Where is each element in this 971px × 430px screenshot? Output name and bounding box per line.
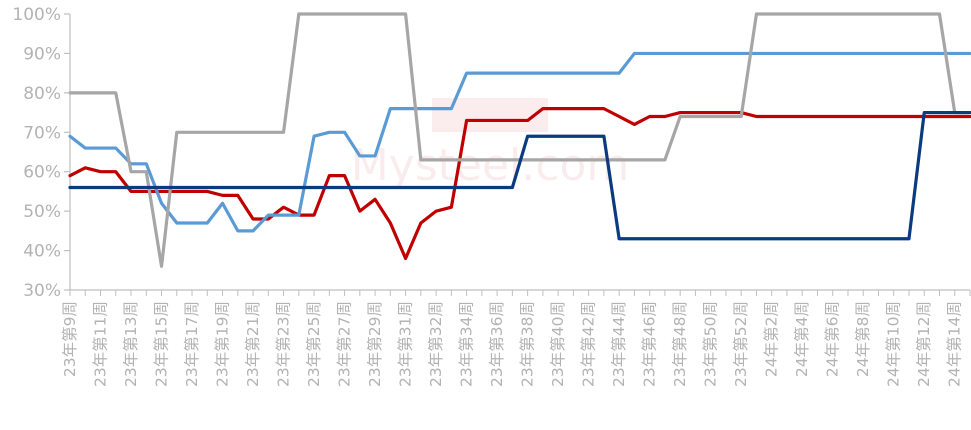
watermark-logo-block: [432, 98, 548, 132]
x-tick-label: 24年第2周: [763, 301, 781, 377]
x-tick-label: 24年第12周: [915, 301, 933, 387]
x-axis-ticks: 23年第9周 23年第11周 23年第13周 23年第15周 23年第17周 23年第19…: [61, 290, 971, 387]
y-axis-ticks: 30% 40% 50% 60% 70% 80% 90% 100%: [12, 5, 70, 301]
y-tick-label: 40%: [23, 242, 61, 262]
x-tick-label: 24年第4周: [793, 301, 811, 377]
x-tick-label: 23年第36周: [488, 301, 506, 387]
x-tick-label: 23年第21周: [244, 301, 262, 387]
x-tick-label: 23年第38周: [519, 301, 537, 387]
x-tick-label: 24年第8周: [854, 301, 872, 377]
x-tick-label: 23年第44周: [610, 301, 628, 387]
x-tick-label: 23年第23周: [275, 301, 293, 387]
watermark: Mysteel.com: [351, 98, 630, 191]
x-tick-label: 23年第17周: [183, 301, 201, 387]
watermark-text: Mysteel.com: [351, 140, 630, 191]
x-tick-label: 23年第48周: [671, 301, 689, 387]
x-tick-label: 23年第42周: [580, 301, 598, 387]
series-line-2: [68, 51, 971, 233]
x-tick-label: 23年第34周: [458, 301, 476, 387]
y-tick-label: 90%: [23, 44, 61, 64]
x-tick-label: 23年第25周: [305, 301, 323, 387]
y-tick-label: 70%: [23, 123, 61, 143]
x-tick-label: 23年第46周: [641, 301, 659, 387]
x-tick-label: 23年第52周: [732, 301, 750, 387]
x-tick-label: 23年第15周: [153, 301, 171, 387]
series-line-1: [68, 107, 971, 261]
x-tick-label: 23年第27周: [336, 301, 354, 387]
x-tick-label: 23年第40周: [549, 301, 567, 387]
x-tick-label: 24年第14周: [946, 301, 964, 387]
x-tick-label: 23年第29周: [366, 301, 384, 387]
x-tick-label: 24年第10周: [885, 301, 903, 387]
axes: [69, 14, 970, 291]
series-layer: [68, 12, 971, 268]
series-line-4: [68, 110, 971, 241]
y-tick-label: 80%: [23, 84, 61, 104]
y-tick-label: 30%: [23, 281, 61, 301]
y-tick-label: 50%: [23, 202, 61, 222]
x-tick-label: 23年第32周: [427, 301, 445, 387]
x-tick-label: 24年第6周: [824, 301, 842, 377]
x-tick-label: 23年第50周: [702, 301, 720, 387]
x-tick-label: 23年第19周: [214, 301, 232, 387]
x-tick-label: 23年第9周: [61, 301, 79, 377]
y-tick-label: 60%: [23, 163, 61, 183]
x-tick-label: 23年第11周: [92, 301, 110, 387]
x-tick-label: 23年第13周: [122, 301, 140, 387]
y-tick-label: 100%: [12, 5, 61, 25]
x-tick-label: 23年第31周: [397, 301, 415, 387]
